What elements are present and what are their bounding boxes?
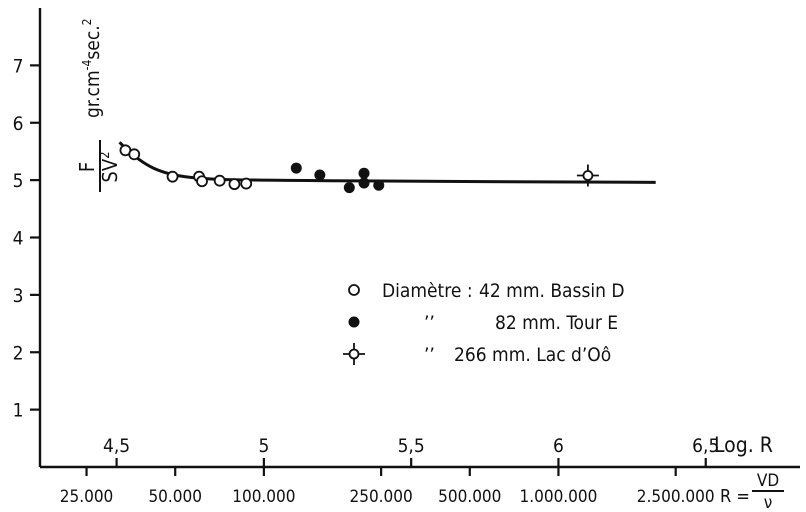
x-bottom-axis-label: R = VD ν xyxy=(720,471,784,512)
data-point-diamond-cross xyxy=(576,164,599,187)
legend-filled-circle-marker xyxy=(348,316,360,328)
x-bottom-tick-label: 25.000 xyxy=(60,487,114,507)
legend-label-series-3: ’’ xyxy=(424,344,435,366)
legend-value-series-2: 82 mm. Tour E xyxy=(495,312,618,334)
y-label-denominator: SV2 xyxy=(98,151,122,182)
data-point-diamond-center xyxy=(582,170,594,181)
data-point-filled-circle xyxy=(343,182,355,194)
x-top-tick-label: 6 xyxy=(553,435,564,457)
x-bottom-label-numerator: VD xyxy=(757,471,779,491)
ticks: 1 2 3 4 5 6 7 4,5 5 5,5 6 6,5 25.000 50.000 100.000 250… xyxy=(13,55,720,507)
data-point-open-circle xyxy=(213,174,226,187)
x-bottom-label-prefix: R = xyxy=(720,486,750,507)
legend-diamond-cross-marker xyxy=(343,343,365,365)
y-axis-label: F SV2 xyxy=(75,140,122,192)
x-bottom-tick-label: 500.000 xyxy=(438,487,501,507)
x-top-tick-label: 6,5 xyxy=(692,435,719,457)
y-tick-label: 5 xyxy=(13,170,24,192)
data-point-open-circle xyxy=(166,170,179,183)
x-top-axis-label: Log. R xyxy=(714,433,773,457)
axes xyxy=(38,8,800,469)
data-point-filled-circle xyxy=(358,167,370,179)
y-tick-label: 7 xyxy=(13,55,24,77)
legend-value-series-3: 266 mm. Lac d’Oô xyxy=(454,344,611,366)
x-bottom-tick-label: 50.000 xyxy=(148,487,202,507)
x-top-tick-label: 4,5 xyxy=(103,435,130,457)
y-units-label: gr.cm-4sec.2 xyxy=(80,18,104,118)
data-point-filled-circle xyxy=(358,177,370,189)
x-bottom-tick-label: 2.500.000 xyxy=(637,487,715,507)
legend-label-series-1: Diamètre : xyxy=(382,280,473,302)
y-tick-label: 2 xyxy=(13,342,24,364)
x-bottom-label-denominator: ν xyxy=(764,493,773,512)
data-point-filled-circle xyxy=(373,179,385,191)
data-point-open-circle xyxy=(228,178,241,191)
y-label-numerator: F xyxy=(75,162,99,172)
x-top-tick-label: 5,5 xyxy=(398,435,425,457)
data-point-open-circle xyxy=(128,148,141,161)
data-points xyxy=(119,144,599,194)
x-bottom-tick-label: 250.000 xyxy=(349,487,412,507)
data-point-open-circle xyxy=(240,177,253,190)
legend-value-series-1: 42 mm. Bassin D xyxy=(479,280,625,302)
data-point-open-circle xyxy=(196,175,208,188)
y-tick-label: 4 xyxy=(13,228,24,250)
legend-label-series-2: ’’ xyxy=(424,312,435,334)
y-tick-label: 6 xyxy=(13,113,24,135)
x-bottom-tick-label: 100.000 xyxy=(232,487,295,507)
legend: Diamètre : 42 mm. Bassin D ’’ 82 mm. Tou… xyxy=(343,280,625,366)
x-bottom-tick-label: 1.000.000 xyxy=(520,487,598,507)
y-tick-label: 3 xyxy=(13,285,24,307)
legend-open-circle-marker xyxy=(348,284,360,296)
x-top-tick-label: 5 xyxy=(258,435,269,457)
y-tick-label: 1 xyxy=(13,400,24,422)
data-point-filled-circle xyxy=(290,162,302,174)
data-point-filled-circle xyxy=(314,169,326,181)
